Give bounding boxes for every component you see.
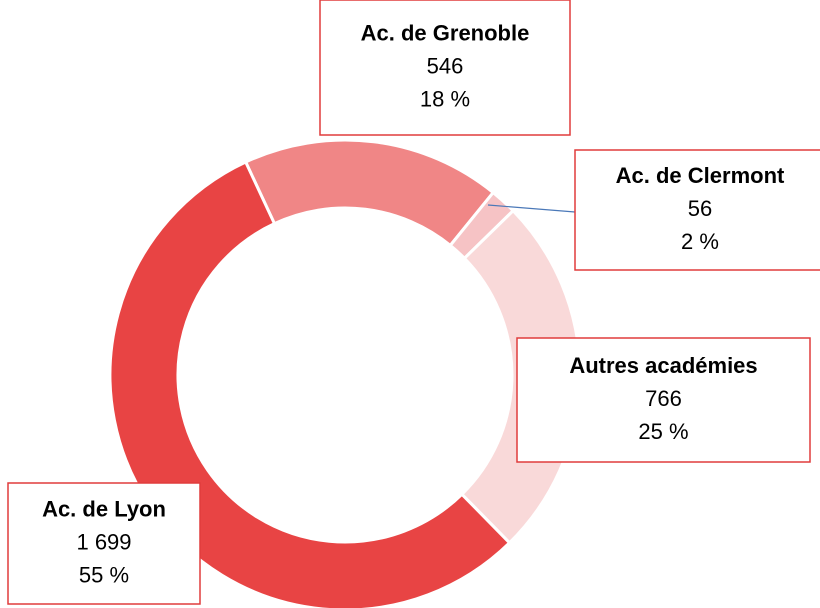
label-box [574, 149, 820, 271]
value-label: 546 [427, 53, 464, 78]
label-box [319, 0, 571, 136]
percent-label: 18 % [420, 86, 470, 111]
percent-label: 55 % [79, 562, 129, 587]
value-label: 1 699 [76, 529, 131, 554]
category-label: Ac. de Lyon [42, 496, 166, 521]
category-label: Autres académies [569, 353, 757, 378]
value-label: 56 [688, 196, 712, 221]
category-label: Ac. de Clermont [616, 163, 785, 188]
label-box [516, 337, 811, 463]
label-box [7, 482, 201, 605]
leader-line [487, 204, 576, 213]
percent-label: 25 % [638, 419, 688, 444]
percent-label: 2 % [681, 229, 719, 254]
category-label: Ac. de Grenoble [361, 20, 530, 45]
donut-slice [243, 138, 496, 248]
value-label: 766 [645, 386, 682, 411]
donut-slice [108, 160, 512, 608]
